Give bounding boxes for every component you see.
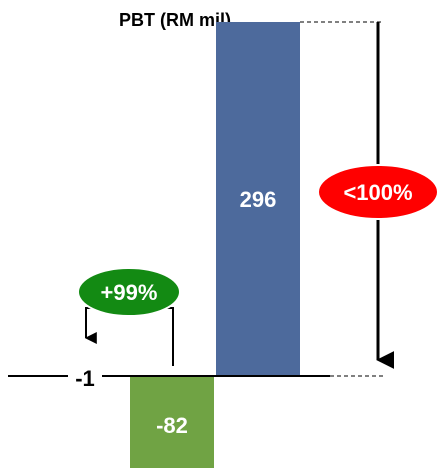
chart-title: PBT (RM mil) <box>119 10 231 30</box>
improvement-callout-text: +99% <box>101 280 158 305</box>
data-label-negative: -82 <box>156 413 188 438</box>
decline-callout-text: <100% <box>343 180 412 205</box>
data-label-positive: 296 <box>240 187 277 212</box>
improvement-callout-badge <box>77 267 181 317</box>
bar-negative <box>130 376 214 468</box>
decline-callout-badge <box>317 164 439 220</box>
data-label-first: -1 <box>75 366 95 391</box>
bar-positive <box>216 22 300 376</box>
